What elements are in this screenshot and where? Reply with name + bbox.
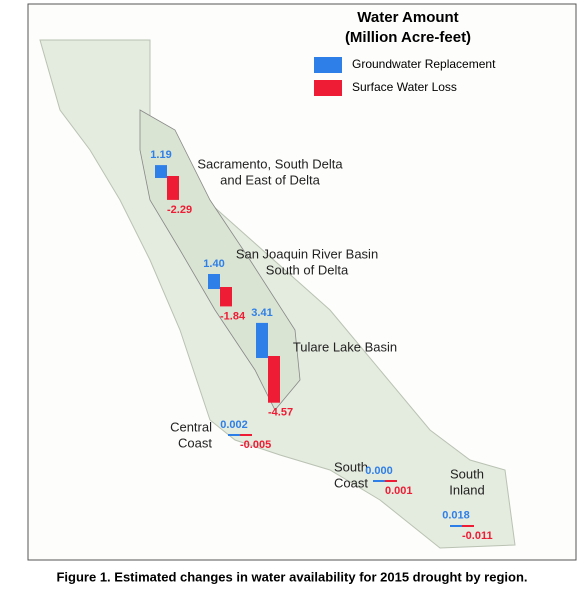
legend-swatch xyxy=(314,57,342,73)
bar xyxy=(155,165,167,177)
value-label: 0.000 xyxy=(365,465,393,477)
legend-label: Surface Water Loss xyxy=(352,80,457,94)
region-name: Central xyxy=(170,419,212,434)
value-label: -1.84 xyxy=(220,310,246,322)
value-label: 1.40 xyxy=(203,258,224,270)
bar xyxy=(167,177,179,200)
region-name: San Joaquin River Basin xyxy=(236,246,378,261)
bar xyxy=(256,322,268,357)
value-label: -2.29 xyxy=(167,204,192,216)
caption: Figure 1. Estimated changes in water ava… xyxy=(56,569,527,584)
region-name: Inland xyxy=(449,482,484,497)
legend-label: Groundwater Replacement xyxy=(352,57,496,71)
legend-title: (Million Acre-feet) xyxy=(345,29,471,46)
region-name: Tulare Lake Basin xyxy=(293,339,397,354)
value-label: 3.41 xyxy=(251,307,272,319)
legend-swatch xyxy=(314,80,342,96)
region-name: South xyxy=(334,459,368,474)
region-name: Sacramento, South Delta xyxy=(197,156,343,171)
bar xyxy=(268,357,280,403)
region-name: South of Delta xyxy=(266,262,349,277)
value-label: -0.005 xyxy=(240,439,271,451)
value-label: 1.19 xyxy=(150,149,171,161)
baseline-tick xyxy=(373,480,385,482)
legend-title: Water Amount xyxy=(357,9,458,26)
value-label: 0.002 xyxy=(220,419,248,431)
region-name: Coast xyxy=(178,435,212,450)
region-name: South xyxy=(450,466,484,481)
value-label: -4.57 xyxy=(268,407,293,419)
legend: Groundwater Replacement Surface Water Los… xyxy=(314,57,496,96)
bar xyxy=(208,274,220,288)
region-name: and East of Delta xyxy=(220,172,320,187)
bar xyxy=(220,288,232,307)
region-name: Coast xyxy=(334,475,368,490)
value-label: 0.018 xyxy=(442,510,470,522)
value-label: 0.001 xyxy=(385,485,413,497)
value-label: -0.011 xyxy=(462,530,493,542)
